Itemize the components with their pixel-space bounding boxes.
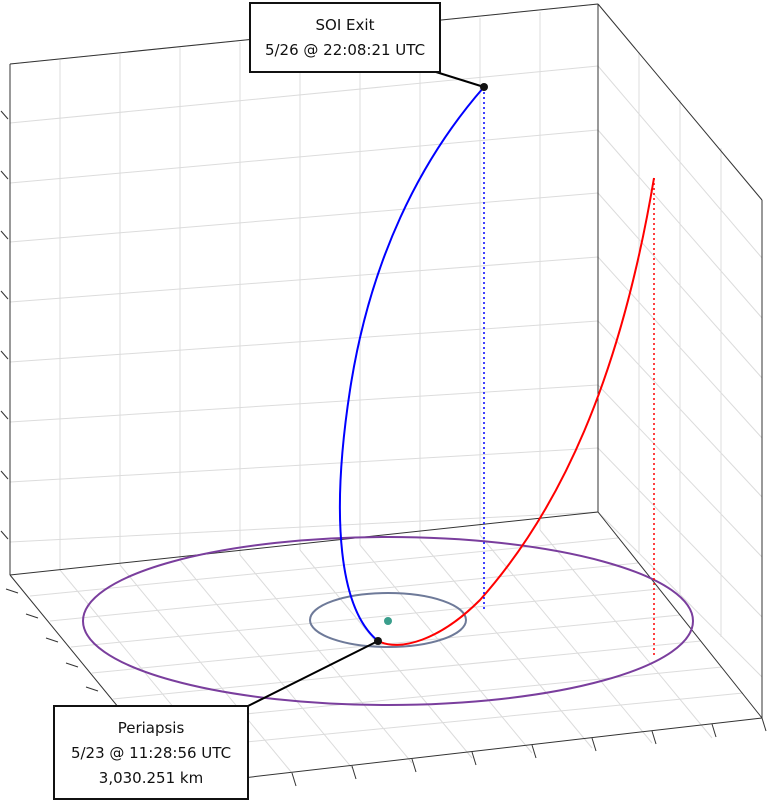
soi-exit-point [480, 83, 488, 91]
periapsis-callout: Periapsis 5/23 @ 11:28:56 UTC 3,030.251 … [53, 705, 249, 800]
outbound-trajectory [338, 86, 485, 642]
periapsis-leader [247, 640, 379, 707]
soi-exit-time: 5/26 @ 22:08:21 UTC [264, 41, 426, 59]
soi-exit-callout: SOI Exit 5/26 @ 22:08:21 UTC [249, 2, 441, 73]
axes-box [9, 3, 763, 786]
inner-orbit [309, 592, 467, 648]
inbound-trajectory [377, 177, 655, 646]
periapsis-time: 5/23 @ 11:28:56 UTC [70, 744, 232, 762]
tick-marks [0, 110, 767, 793]
central-body [384, 617, 392, 625]
soi-exit-title: SOI Exit [315, 16, 375, 34]
outer-orbit [82, 536, 694, 706]
soi-exit-leader [435, 71, 485, 88]
periapsis-title: Periapsis [117, 719, 185, 737]
periapsis-point [374, 637, 382, 645]
periapsis-distance: 3,030.251 km [98, 769, 204, 787]
back-wall-grid [9, 3, 763, 678]
